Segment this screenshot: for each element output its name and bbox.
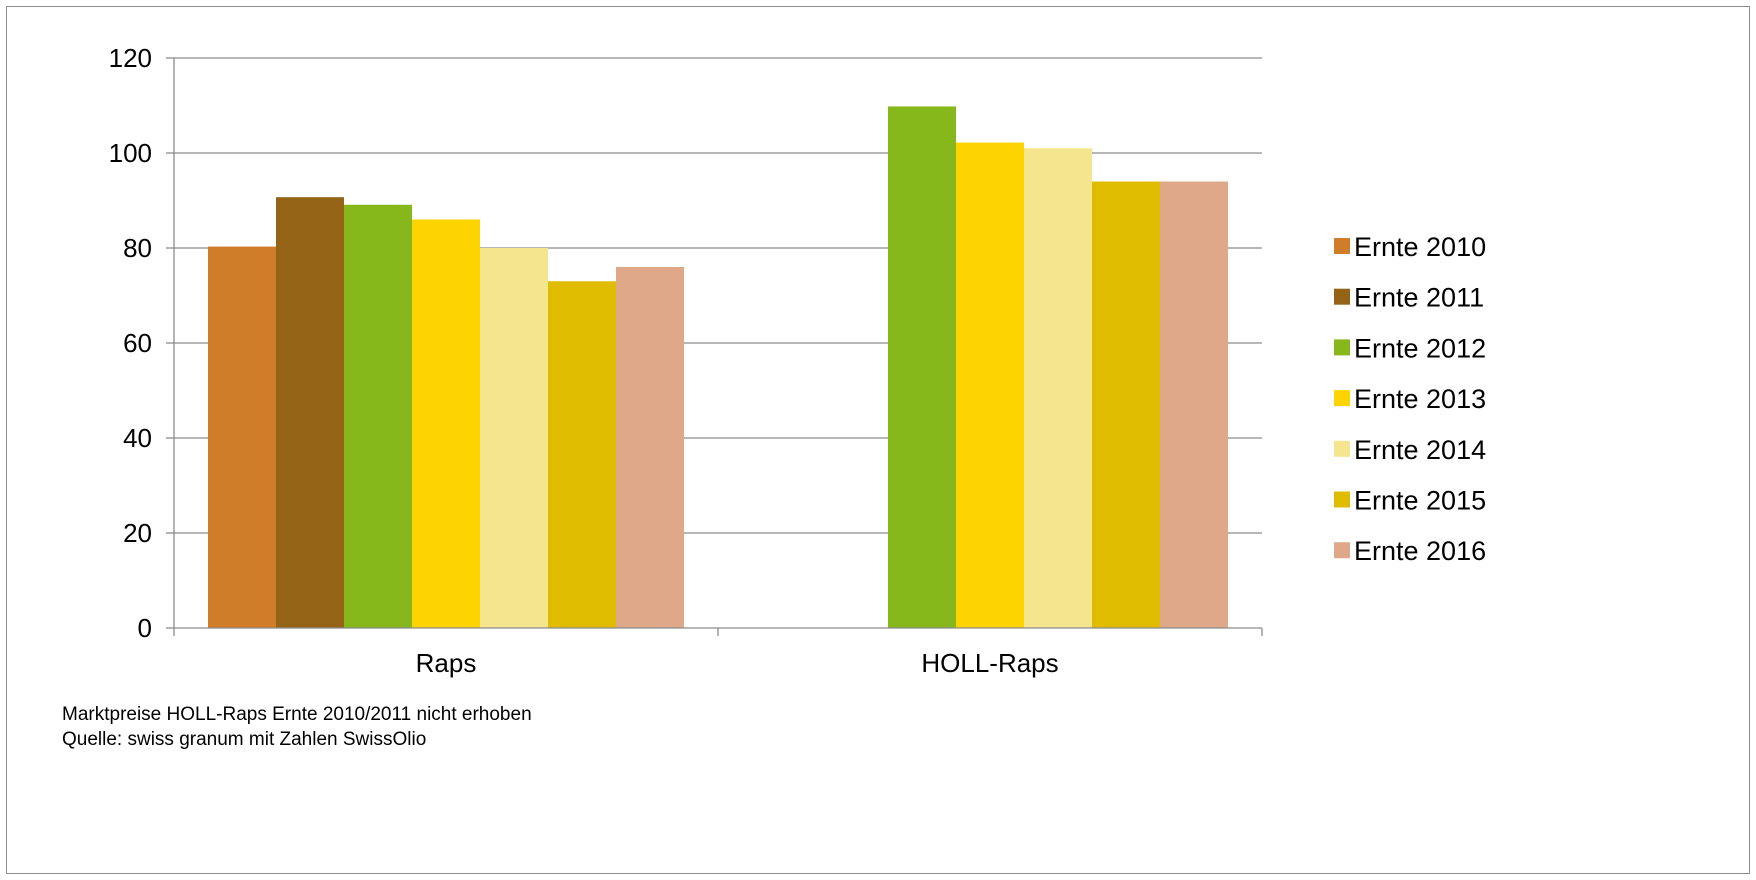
bar-holl-raps-ernte-2013 — [956, 142, 1024, 629]
y-tick-label: 40 — [123, 423, 152, 453]
bar-raps-ernte-2016 — [616, 267, 684, 628]
legend-label-6: Ernte 2016 — [1354, 536, 1486, 566]
legend-label-5: Ernte 2015 — [1354, 486, 1486, 516]
axes: 0 20 40 60 80 100 120 Raps HOLL-Raps — [109, 43, 1263, 678]
x-tick-label-raps: Raps — [416, 648, 477, 678]
bar-raps-ernte-2015 — [548, 281, 616, 628]
chart-frame: 0 20 40 60 80 100 120 Raps HOLL-Raps Ernte 2010 E… — [6, 6, 1750, 874]
footnote-source: Quelle: swiss granum mit Zahlen SwissOli… — [62, 729, 427, 750]
y-tick-label: 80 — [123, 233, 152, 263]
legend-swatch-2 — [1334, 339, 1350, 356]
bar-holl-raps-ernte-2014 — [1024, 148, 1092, 628]
bar-holl-raps-ernte-2016 — [1160, 181, 1228, 628]
y-tick-label: 20 — [123, 518, 152, 548]
y-tick-label: 100 — [109, 138, 152, 168]
legend-swatch-1 — [1334, 288, 1350, 305]
x-tick-label-holl-raps: HOLL-Raps — [921, 648, 1058, 678]
legend: Ernte 2010 Ernte 2011 Ernte 2012 Ernte 2013… — [1334, 232, 1486, 566]
y-tick-label: 60 — [123, 328, 152, 358]
legend-label-4: Ernte 2014 — [1354, 435, 1486, 465]
footnote-availability: Marktpreise HOLL-Raps Ernte 2010/2011 ni… — [62, 704, 532, 725]
bar-raps-ernte-2013 — [412, 219, 480, 628]
legend-label-0: Ernte 2010 — [1354, 232, 1486, 262]
bar-raps-ernte-2010 — [208, 246, 276, 628]
legend-swatch-6 — [1334, 542, 1350, 559]
legend-swatch-0 — [1334, 238, 1350, 254]
legend-swatch-5 — [1334, 491, 1350, 508]
legend-swatch-3 — [1334, 390, 1350, 407]
bar-holl-raps-ernte-2012 — [888, 106, 956, 628]
bar-raps-ernte-2012 — [344, 204, 412, 628]
legend-label-2: Ernte 2012 — [1354, 333, 1486, 363]
bar-raps-ernte-2011 — [276, 197, 344, 629]
bar-raps-ernte-2014 — [480, 248, 548, 628]
y-tick-label: 120 — [109, 43, 152, 73]
legend-label-3: Ernte 2013 — [1354, 384, 1486, 414]
bar-holl-raps-ernte-2015 — [1092, 181, 1160, 628]
legend-swatch-4 — [1334, 440, 1350, 457]
y-tick-label: 0 — [138, 613, 152, 643]
bars — [208, 106, 1228, 629]
legend-label-1: Ernte 2011 — [1354, 283, 1484, 313]
